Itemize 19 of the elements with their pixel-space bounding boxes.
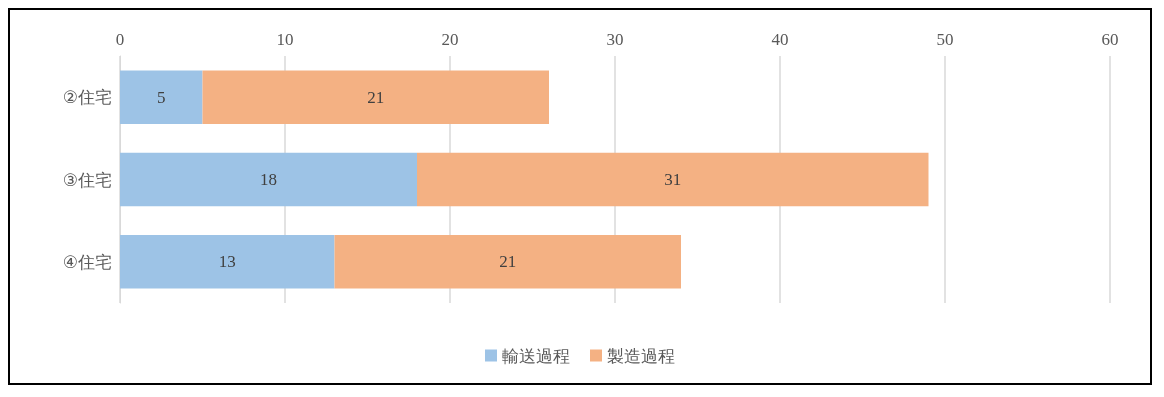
chart-frame: ②住宅 ③住宅 ④住宅 0 10 20 30 40 50 60 5 18 13 21 31 21 輸送過程 製造過程 [8,8,1152,385]
data-label: 31 [664,170,682,189]
data-label: 13 [218,252,236,272]
y-tick-label: ④住宅 [62,251,112,272]
data-label: 5 [157,87,166,107]
x-tick-label: 40 [771,30,789,49]
y-tick-label: ②住宅 [62,87,112,108]
x-tick-label: 60 [1101,30,1119,49]
data-label: 21 [367,87,385,107]
x-tick-label: 20 [441,30,459,49]
data-label: 18 [260,170,277,189]
x-tick-label: 10 [276,30,294,49]
x-tick-label: 50 [936,30,954,49]
x-tick-label: 30 [606,30,624,49]
data-label: 21 [499,252,517,272]
legend-label: 製造過程 [607,345,675,366]
y-tick-label: ③住宅 [62,169,112,190]
x-tick-label: 0 [115,30,125,49]
legend-label: 輸送過程 [502,345,570,366]
